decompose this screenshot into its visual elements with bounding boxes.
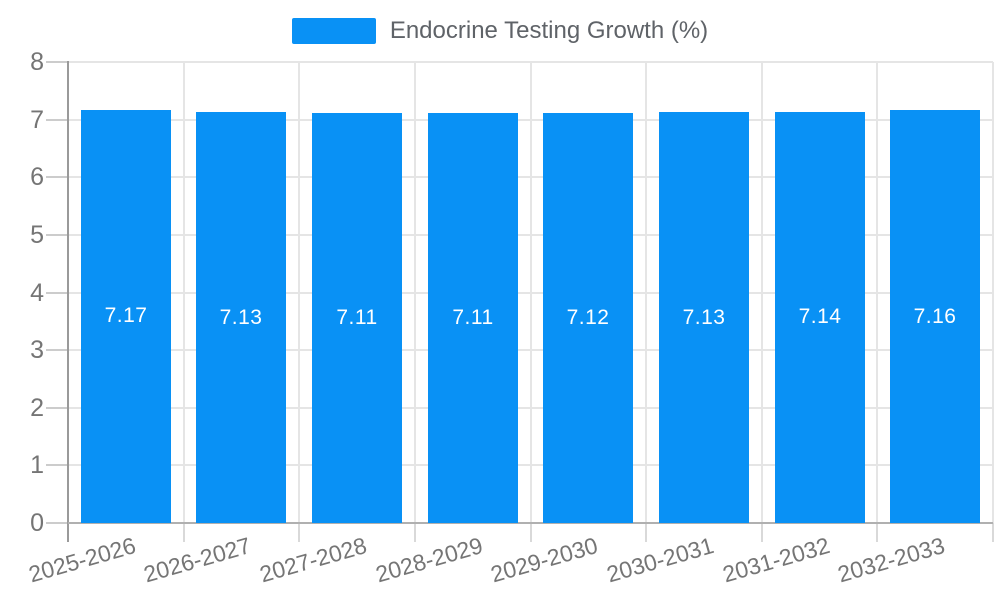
legend-item[interactable]: Endocrine Testing Growth (%) [0, 17, 1000, 45]
y-axis-line [67, 61, 69, 542]
y-axis-tick [46, 406, 68, 409]
bar-value-label: 7.17 [104, 304, 148, 328]
bar[interactable]: 7.13 [659, 112, 749, 523]
bar-value-label: 7.11 [452, 306, 494, 330]
x-axis-label: 2031-2032 [719, 532, 833, 588]
gridline-vertical [760, 62, 763, 523]
y-axis-tick [46, 233, 68, 236]
x-axis-line [68, 522, 993, 524]
bar-value-label: 7.13 [682, 305, 726, 329]
gridline-vertical [182, 62, 185, 523]
y-axis-label: 8 [30, 48, 44, 76]
y-axis-tick [46, 118, 68, 121]
y-axis-label: 4 [30, 278, 44, 307]
x-axis-tick [413, 523, 416, 542]
y-axis-label: 7 [30, 105, 44, 134]
gridline-vertical [645, 62, 648, 523]
x-axis-label: 2029-2030 [488, 532, 601, 588]
x-axis-tick [876, 523, 879, 542]
gridline-vertical [529, 62, 532, 523]
x-axis-label: 2028-2029 [372, 532, 486, 588]
y-axis-label: 6 [30, 163, 44, 192]
y-axis-tick [46, 291, 68, 294]
bar-value-label: 7.11 [336, 306, 378, 330]
gridline-vertical [992, 62, 994, 523]
x-axis-tick [992, 523, 994, 542]
y-axis-tick [46, 522, 68, 524]
y-axis-label: 5 [30, 220, 44, 249]
bar[interactable]: 7.17 [81, 109, 171, 523]
y-axis-tick [46, 464, 68, 467]
y-axis-label: 1 [30, 451, 44, 480]
bar-value-label: 7.14 [798, 305, 842, 329]
x-axis-label: 2032-2033 [834, 532, 948, 588]
y-axis-tick [46, 349, 68, 352]
bar[interactable]: 7.13 [196, 112, 286, 523]
x-axis-label: 2030-2031 [603, 532, 717, 588]
x-axis-tick [298, 523, 301, 542]
bar-value-label: 7.16 [913, 304, 957, 328]
y-axis-tick [46, 61, 68, 63]
bar-value-label: 7.13 [219, 305, 263, 329]
y-axis-label: 3 [30, 336, 44, 365]
y-axis-tick [46, 176, 68, 179]
x-axis-label: 2026-2027 [141, 532, 255, 588]
x-axis-tick [529, 523, 532, 542]
x-axis-tick [182, 523, 185, 542]
bar[interactable]: 7.14 [775, 111, 865, 523]
gridline-vertical [298, 62, 301, 523]
legend-swatch [291, 18, 376, 44]
bar[interactable]: 7.12 [543, 112, 633, 523]
gridline-vertical [413, 62, 416, 523]
x-axis-label: 2025-2026 [25, 532, 139, 588]
x-axis-tick [645, 523, 648, 542]
y-axis-label: 0 [30, 509, 44, 537]
bar[interactable]: 7.11 [428, 113, 518, 523]
bar[interactable]: 7.16 [890, 110, 980, 523]
x-axis-label: 2027-2028 [256, 532, 370, 588]
bar-value-label: 7.12 [566, 305, 610, 329]
gridline-vertical [876, 62, 879, 523]
legend-label: Endocrine Testing Growth (%) [389, 17, 709, 44]
x-axis-tick [760, 523, 763, 542]
y-axis-label: 2 [30, 393, 44, 422]
bar[interactable]: 7.11 [312, 113, 402, 523]
